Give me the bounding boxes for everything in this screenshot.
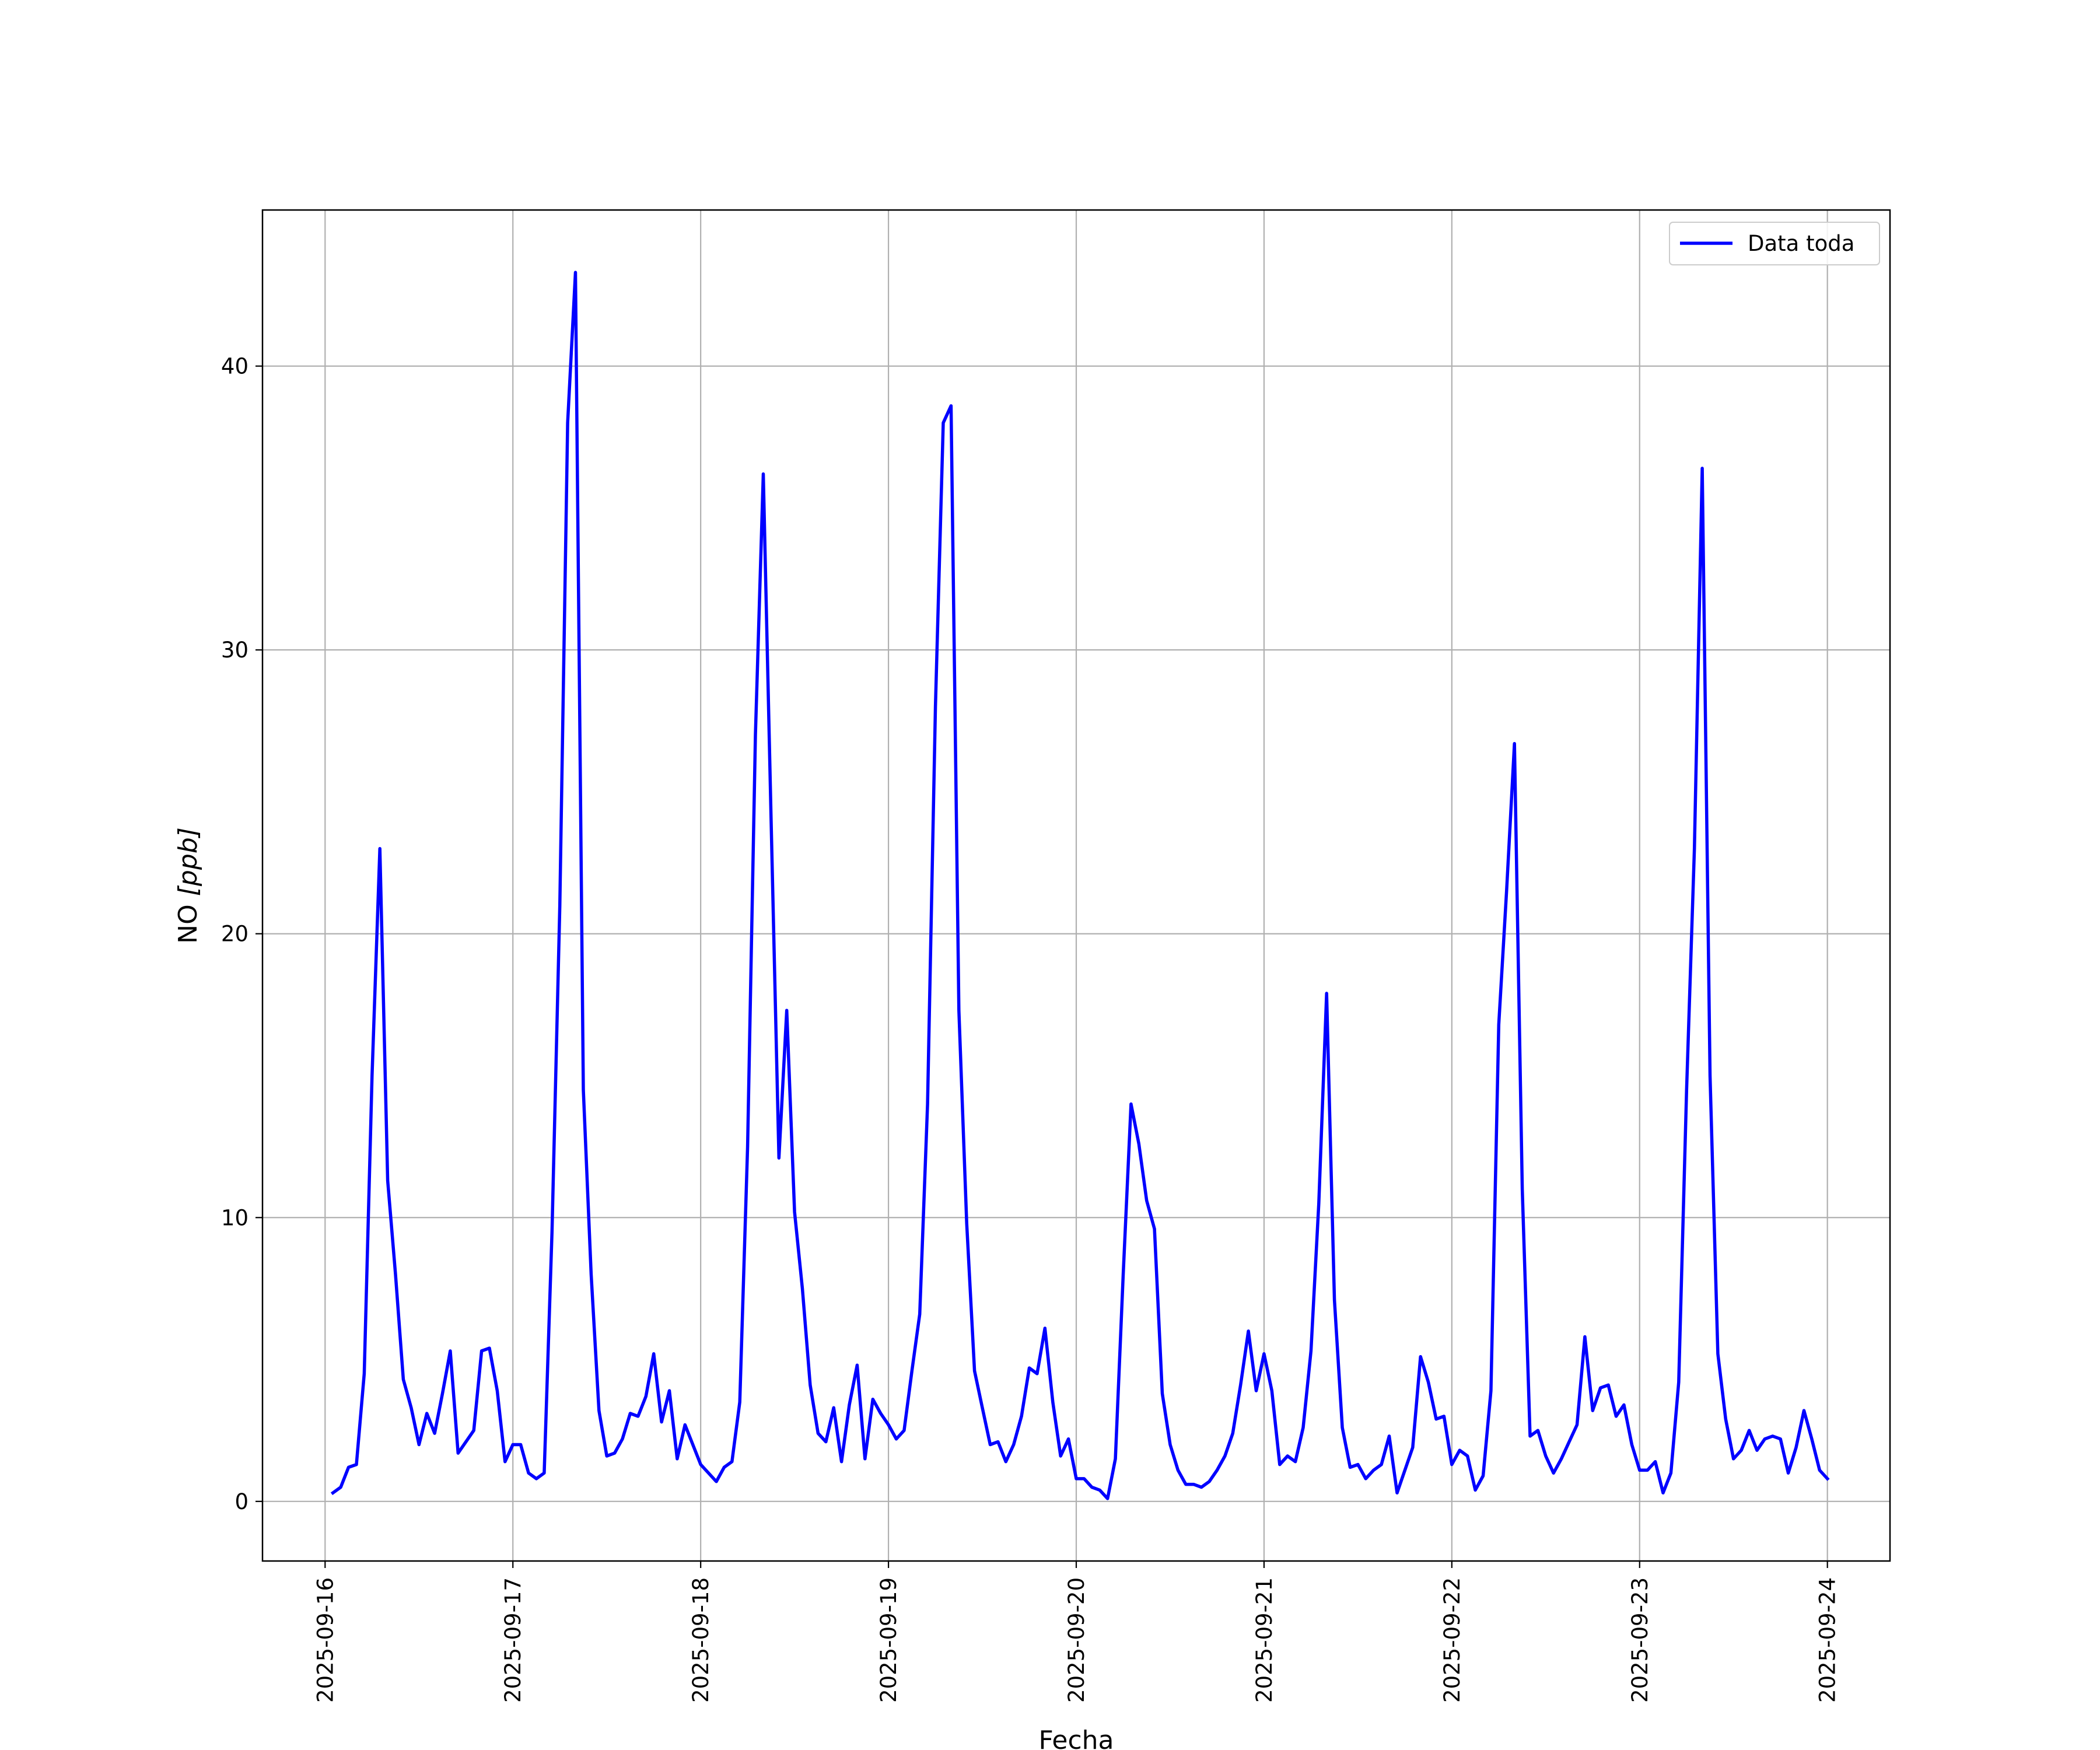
x-axis-label: Fecha <box>1038 1726 1114 1750</box>
y-tick-label: 10 <box>221 1205 249 1230</box>
y-tick-label: 40 <box>221 354 249 379</box>
legend-box <box>1669 222 1880 265</box>
x-tick-label: 2025-09-18 <box>688 1577 713 1703</box>
x-tick-label: 2025-09-16 <box>313 1577 338 1703</box>
y-tick-label: 20 <box>221 922 249 947</box>
grid-lines <box>262 210 1890 1561</box>
legend-label: Data toda <box>1748 231 1854 256</box>
y-axis-label-main: NO <box>173 896 203 944</box>
x-tick-label: 2025-09-22 <box>1440 1577 1465 1703</box>
x-tick-label: 2025-09-24 <box>1815 1577 1840 1703</box>
y-axis-label-unit: [ppb] <box>173 827 203 896</box>
x-tick-label: 2025-09-19 <box>876 1577 901 1703</box>
y-axis-label: NO [ppb] <box>173 827 203 944</box>
series-layer <box>330 271 1830 1500</box>
y-axis-ticks: 0 10 20 30 40 <box>221 354 262 1514</box>
x-axis-ticks: 2025-09-16 2025-09-17 2025-09-18 2025-09-19… <box>313 1561 1840 1703</box>
y-tick-label: 0 <box>235 1489 249 1514</box>
legend: Data toda <box>1669 222 1880 265</box>
x-tick-label: 2025-09-17 <box>501 1577 526 1703</box>
x-tick-label: 2025-09-21 <box>1252 1577 1277 1703</box>
x-tick-label: 2025-09-23 <box>1628 1577 1653 1703</box>
series-line-data-toda <box>330 271 1830 1500</box>
x-tick-label: 2025-09-20 <box>1064 1577 1089 1703</box>
y-tick-label: 30 <box>221 638 249 663</box>
